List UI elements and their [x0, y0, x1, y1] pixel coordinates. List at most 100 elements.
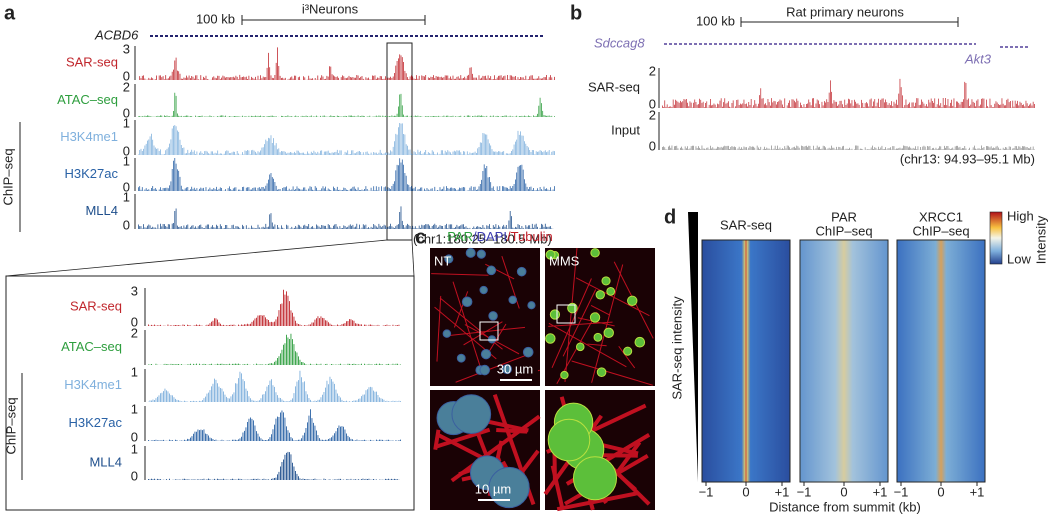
heatmap-fade: [898, 241, 984, 481]
track-label: SAR-seq: [70, 298, 122, 313]
cell-label: i³Neurons: [302, 1, 359, 16]
nucleus: [595, 290, 605, 300]
nucleus: [442, 329, 452, 338]
tubulin-fiber: [575, 277, 650, 317]
scale-label: 100 kb: [196, 11, 235, 26]
scale-label: 100 kb: [696, 13, 735, 28]
x-label: Distance from summit (kb): [769, 499, 921, 514]
x-tick-label: +1: [775, 484, 790, 499]
nucleus: [461, 296, 473, 308]
nucleus: [516, 266, 527, 277]
nucleus: [634, 336, 646, 348]
nucleus: [590, 248, 600, 258]
tubulin-fiber: [614, 441, 642, 476]
tubulin-fiber: [496, 427, 528, 434]
colorbar-low: Low: [1007, 251, 1031, 266]
track-label: MLL4: [85, 203, 118, 218]
nucleus: [479, 285, 488, 295]
stain-dapi: /DAPI: [473, 229, 507, 244]
tubulin-fiber: [463, 321, 503, 346]
x-tick-label: −1: [699, 484, 714, 499]
nucleus: [465, 247, 476, 258]
x-tick-label: +1: [970, 484, 985, 499]
track-label: MLL4: [89, 454, 122, 469]
signal-track: [148, 451, 401, 480]
stain-par: PAR: [447, 229, 473, 244]
cell-label: Rat primary neurons: [786, 4, 904, 19]
condition-label: NT: [434, 253, 451, 268]
x-tick-label: +1: [873, 484, 888, 499]
track-max: 1: [131, 364, 138, 379]
nucleus: [627, 295, 638, 306]
nucleus: [547, 418, 591, 462]
nucleus: [502, 364, 513, 375]
panel-letter: b: [570, 2, 582, 24]
nucleus: [623, 346, 633, 356]
coordinates: (chr13: 94.93–95.1 Mb): [900, 151, 1035, 166]
track-min: 0: [123, 105, 130, 120]
track-max: 1: [123, 189, 130, 204]
scale-label: 30 µm: [497, 361, 533, 376]
nucleus: [593, 332, 603, 342]
tubulin-fiber: [590, 304, 611, 316]
track-max: 3: [123, 41, 130, 56]
track-max: 2: [649, 63, 656, 78]
track-max: 3: [131, 283, 138, 298]
nucleus: [476, 249, 486, 259]
nucleus: [589, 312, 601, 323]
track-label: SAR-seq: [588, 79, 640, 94]
track-min: 0: [131, 429, 138, 444]
track-label: Input: [611, 122, 640, 137]
x-tick-label: −1: [894, 484, 909, 499]
tubulin-fiber: [436, 295, 442, 362]
signal-track: [138, 206, 555, 229]
heatmap: [701, 239, 791, 483]
nucleus: [486, 265, 497, 276]
track-max: 1: [131, 441, 138, 456]
x-tick-label: −1: [797, 484, 812, 499]
coordinates: (chr1:180.25–180.5 Mb): [413, 231, 552, 246]
heatmap-title: PAR: [831, 209, 857, 224]
signal-track: [148, 409, 401, 441]
signal-track: [138, 122, 555, 155]
zoom-line: [5, 239, 388, 277]
track-min: 0: [131, 314, 138, 329]
colorbar-high: High: [1007, 208, 1034, 223]
tubulin-fiber: [548, 321, 613, 327]
nucleus: [596, 367, 607, 378]
track-min: 0: [123, 143, 130, 158]
track-min: 0: [649, 96, 656, 111]
tubulin-fiber: [452, 281, 483, 373]
tubulin-fiber: [433, 429, 441, 451]
x-tick-label: 0: [840, 484, 847, 499]
track-max: 2: [649, 107, 656, 122]
nucleus: [451, 394, 492, 434]
signal-track: [148, 289, 401, 326]
signal-track: [662, 78, 1035, 108]
panel-letter: a: [4, 2, 16, 24]
track-label: SAR-seq: [66, 54, 118, 69]
condition-label: MMS: [549, 253, 580, 268]
gene-label: ACBD6: [94, 27, 139, 42]
nucleus: [508, 295, 517, 305]
tubulin-fiber: [591, 264, 624, 383]
colorbar-title: Intensity: [1033, 215, 1048, 264]
signal-track: [138, 92, 555, 117]
heatmap-title: ChIP–seq: [815, 223, 872, 238]
heatmap-title: XRCC1: [919, 209, 963, 224]
track-max: 1: [123, 153, 130, 168]
track-min: 0: [123, 179, 130, 194]
nucleus: [601, 276, 611, 286]
heatmap-fade: [801, 241, 887, 481]
signal-track: [148, 370, 401, 402]
nucleus: [603, 327, 614, 339]
inset-box: [556, 304, 576, 324]
nucleus: [488, 466, 530, 509]
track-min: 0: [649, 138, 656, 153]
signal-track: [138, 158, 555, 191]
signal-track: [662, 145, 1035, 150]
stain-label: PAR/DAPI/Tubulin: [447, 229, 553, 244]
panel-letter: d: [664, 206, 676, 228]
